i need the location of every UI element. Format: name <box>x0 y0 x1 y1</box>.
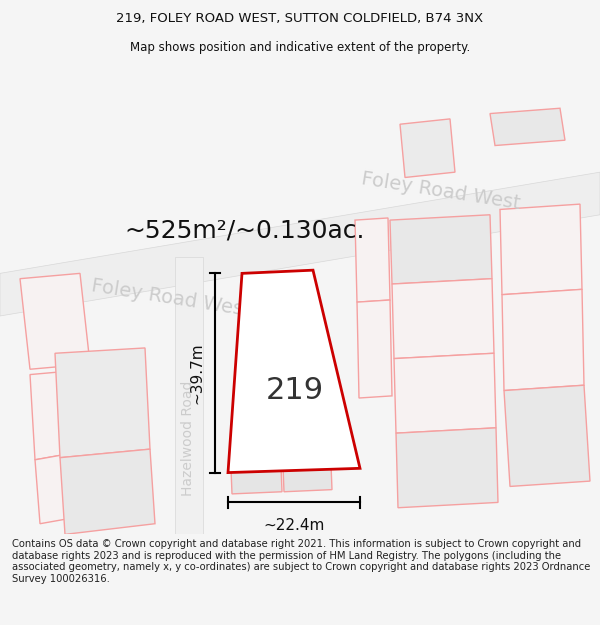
Bar <box>175 258 203 556</box>
Polygon shape <box>357 300 392 398</box>
Polygon shape <box>490 108 565 146</box>
Text: Contains OS data © Crown copyright and database right 2021. This information is : Contains OS data © Crown copyright and d… <box>12 539 590 584</box>
Polygon shape <box>35 449 100 524</box>
Polygon shape <box>228 270 360 472</box>
Polygon shape <box>500 204 582 294</box>
Text: ~39.7m: ~39.7m <box>190 342 205 404</box>
Polygon shape <box>394 353 496 433</box>
Polygon shape <box>0 172 600 316</box>
Text: 219: 219 <box>266 376 324 405</box>
Polygon shape <box>20 273 90 369</box>
Text: ~525m²/~0.130ac.: ~525m²/~0.130ac. <box>125 219 365 243</box>
Polygon shape <box>396 428 498 508</box>
Polygon shape <box>282 439 332 492</box>
Polygon shape <box>502 289 584 391</box>
Text: ~22.4m: ~22.4m <box>263 518 325 533</box>
Polygon shape <box>30 369 95 460</box>
Polygon shape <box>400 119 455 178</box>
Polygon shape <box>230 442 282 494</box>
Polygon shape <box>55 348 150 458</box>
Text: Map shows position and indicative extent of the property.: Map shows position and indicative extent… <box>130 41 470 54</box>
Text: 219, FOLEY ROAD WEST, SUTTON COLDFIELD, B74 3NX: 219, FOLEY ROAD WEST, SUTTON COLDFIELD, … <box>116 12 484 25</box>
Polygon shape <box>504 385 590 486</box>
Text: Foley Road West: Foley Road West <box>360 169 522 213</box>
Polygon shape <box>355 218 390 302</box>
Polygon shape <box>60 449 155 534</box>
Polygon shape <box>392 279 494 359</box>
Text: Foley Road West: Foley Road West <box>90 276 252 320</box>
Text: Hazelwood Road: Hazelwood Road <box>181 381 195 496</box>
Polygon shape <box>390 215 492 284</box>
